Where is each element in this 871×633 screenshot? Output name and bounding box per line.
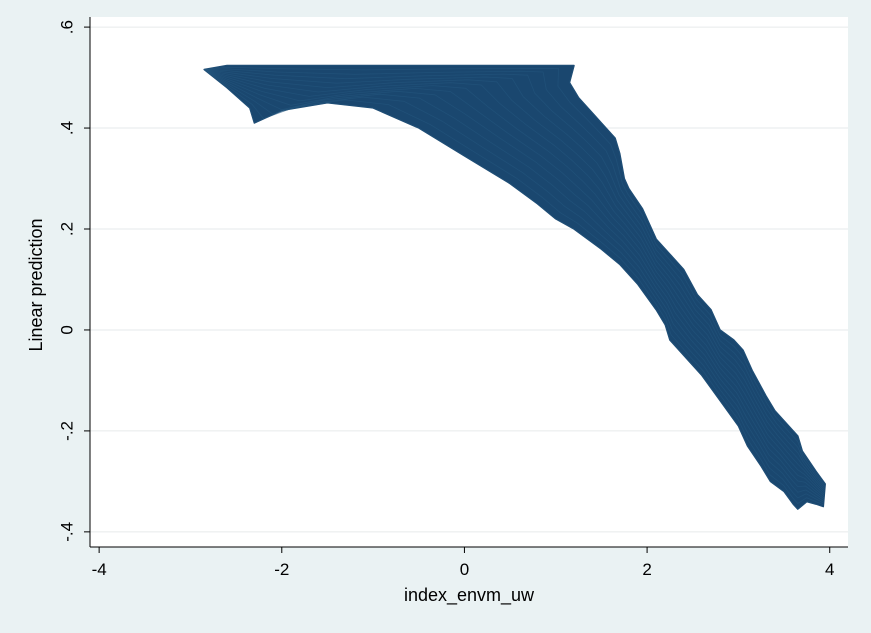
x-tick-label: 0 — [460, 560, 469, 579]
prediction-trace — [203, 69, 824, 504]
y-tick-label: .4 — [57, 121, 76, 135]
gridlines — [90, 26, 848, 533]
prediction-trace — [203, 69, 824, 506]
axes: -4 -2 0 2 4 -.4 -.2 0 .2 .4 .6 — [57, 17, 848, 579]
x-tick-label: 2 — [642, 560, 651, 579]
prediction-trace — [204, 69, 825, 492]
y-tick-label: 0 — [57, 325, 76, 334]
y-axis-title: Linear prediction — [26, 218, 46, 351]
y-tick-label: -.4 — [57, 522, 76, 542]
prediction-trace — [203, 69, 824, 510]
prediction-trace — [204, 69, 825, 497]
prediction-trace — [204, 69, 826, 490]
y-tick-label: -.2 — [57, 421, 76, 441]
prediction-trace — [204, 65, 826, 485]
prediction-trace — [204, 66, 826, 486]
prediction-trace — [204, 69, 825, 500]
x-tick-label: 4 — [825, 560, 834, 579]
prediction-trace — [204, 69, 825, 495]
prediction-trace — [204, 69, 825, 493]
data-series — [203, 64, 826, 510]
y-tick-label: .6 — [57, 20, 76, 34]
x-tick-label: -4 — [92, 560, 107, 579]
prediction-trace — [204, 68, 826, 488]
x-axis-title: index_envm_uw — [404, 585, 535, 606]
x-tick-label: -2 — [274, 560, 289, 579]
y-tick-label: .2 — [57, 222, 76, 236]
prediction-trace — [204, 69, 825, 499]
prediction-trace — [204, 69, 825, 502]
